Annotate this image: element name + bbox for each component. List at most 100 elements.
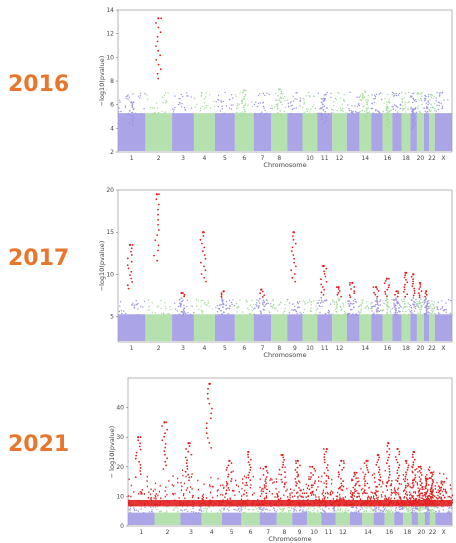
- hit-point: [183, 493, 185, 495]
- peak-point: [131, 111, 134, 114]
- peak-point: [337, 471, 340, 474]
- snp-point: [386, 104, 388, 106]
- hit-point: [413, 479, 415, 482]
- hit-point: [246, 491, 248, 494]
- snp-point: [300, 506, 302, 508]
- hit-point: [434, 488, 436, 490]
- peak-point: [139, 448, 142, 451]
- peak-top-point: [385, 277, 388, 280]
- peak-point: [220, 292, 223, 294]
- snp-point: [314, 107, 317, 110]
- snp-point: [206, 508, 208, 510]
- peak-point: [242, 98, 245, 100]
- hit-point: [264, 498, 266, 500]
- snp-point: [291, 108, 294, 111]
- peak-point: [242, 106, 245, 109]
- peak-point: [157, 213, 159, 216]
- snp-point: [195, 298, 198, 301]
- peak-point: [248, 463, 251, 466]
- hit-point: [128, 478, 130, 481]
- peak-point: [336, 307, 338, 309]
- chromosome-points-17: [392, 298, 402, 316]
- peak-point: [139, 442, 142, 445]
- snp-point: [165, 305, 167, 308]
- snp-point: [358, 103, 360, 105]
- peak-point: [393, 313, 396, 315]
- peak-point: [323, 453, 326, 456]
- hit-point: [425, 493, 427, 495]
- snp-point: [424, 110, 426, 113]
- peak-chr-1: [127, 101, 135, 126]
- chromosome-points-4: [193, 92, 216, 112]
- hit-point: [411, 482, 413, 485]
- peak-top-point: [247, 450, 250, 454]
- x-tick-label: 3: [181, 155, 185, 162]
- snp-point: [248, 509, 251, 511]
- snp-point: [406, 305, 408, 308]
- snp-point: [402, 108, 405, 111]
- hit-point: [432, 490, 434, 492]
- peak-point: [179, 305, 182, 308]
- snp-point: [418, 509, 420, 512]
- hit-point: [339, 486, 341, 488]
- chromosome-band-13: [346, 113, 360, 151]
- peak-point: [363, 478, 365, 480]
- hit-point: [128, 495, 130, 497]
- snp-point: [430, 97, 432, 99]
- chromosome-band-21: [423, 314, 430, 341]
- snp-point: [137, 510, 139, 512]
- peak-point: [276, 105, 279, 108]
- hit-point: [349, 492, 352, 494]
- snp-point: [428, 109, 431, 111]
- snp-point: [395, 313, 397, 315]
- peak-point: [426, 489, 429, 491]
- peak-point: [186, 465, 189, 467]
- peak-point: [157, 218, 160, 221]
- hit-point: [389, 484, 391, 487]
- snp-point: [197, 512, 200, 514]
- peak-point: [412, 484, 415, 487]
- snp-point: [437, 301, 439, 303]
- hit-point: [390, 497, 392, 500]
- peak-point: [312, 474, 314, 476]
- peak-point: [276, 107, 279, 110]
- snp-point: [396, 111, 399, 113]
- snp-point: [324, 314, 327, 316]
- x-tick-label: 2: [157, 155, 161, 162]
- hit-point: [168, 480, 170, 482]
- peak-top-point: [278, 88, 281, 91]
- peak-point: [138, 460, 141, 463]
- hit-point: [233, 490, 235, 492]
- hit-point: [318, 480, 320, 482]
- snp-point: [428, 511, 431, 514]
- chromosome-points-21: [423, 94, 430, 113]
- hit-point: [211, 485, 213, 488]
- snp-point: [374, 508, 376, 510]
- y-tick-label: 12: [106, 31, 114, 38]
- snp-point: [436, 104, 438, 106]
- snp-point: [187, 95, 189, 97]
- peak-point: [205, 432, 208, 434]
- hit-point: [318, 476, 320, 478]
- peak-point: [361, 92, 364, 95]
- peak-point: [324, 110, 327, 113]
- snp-point: [120, 110, 122, 113]
- snp-point: [347, 510, 350, 512]
- hit-point: [305, 483, 307, 486]
- snp-point: [257, 506, 260, 508]
- y-tick-label: 6: [110, 102, 114, 109]
- snp-point: [135, 509, 138, 511]
- snp-point: [264, 109, 266, 112]
- chromosome-points-14: [358, 94, 371, 115]
- peak-point: [320, 101, 323, 104]
- snp-point: [241, 508, 243, 511]
- peak-point: [155, 22, 157, 24]
- snp-point: [185, 313, 187, 315]
- peak-point: [404, 478, 407, 480]
- hit-point: [339, 493, 341, 496]
- hit-point: [356, 489, 358, 492]
- snp-point: [338, 113, 341, 116]
- snp-point: [202, 299, 204, 301]
- peak-point: [366, 107, 368, 110]
- hit-point: [357, 477, 359, 479]
